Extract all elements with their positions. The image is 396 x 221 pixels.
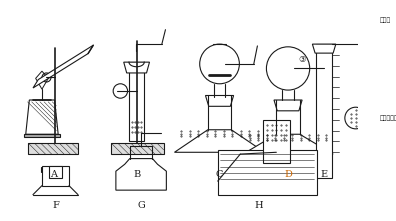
Text: H: H [254,201,263,210]
Text: A: A [50,170,57,179]
Text: ③: ③ [299,55,307,64]
Text: 有孔塑料板: 有孔塑料板 [380,115,396,121]
Circle shape [42,73,51,82]
Polygon shape [312,44,336,53]
Text: E: E [320,170,327,179]
Bar [49,166,62,178]
Circle shape [113,84,128,98]
Polygon shape [206,95,234,106]
Polygon shape [243,134,333,154]
Polygon shape [33,45,93,88]
Bar [218,150,317,195]
Circle shape [345,107,366,129]
Text: B: B [133,170,140,179]
Bar [263,120,290,163]
Bar [42,166,69,186]
Text: 弹黃夹: 弹黃夹 [380,18,391,23]
Bar [111,143,164,154]
Polygon shape [274,100,302,111]
Text: G: G [137,201,145,210]
Bar [29,143,78,154]
Bar [24,134,60,137]
Text: C: C [216,170,223,179]
Bar [316,44,332,177]
Circle shape [267,47,310,90]
Bar [129,62,144,141]
Polygon shape [124,62,150,73]
Polygon shape [26,100,58,134]
Text: F: F [52,201,59,210]
Polygon shape [175,130,265,152]
Circle shape [200,44,239,84]
Polygon shape [116,159,166,190]
Text: D: D [284,170,292,179]
